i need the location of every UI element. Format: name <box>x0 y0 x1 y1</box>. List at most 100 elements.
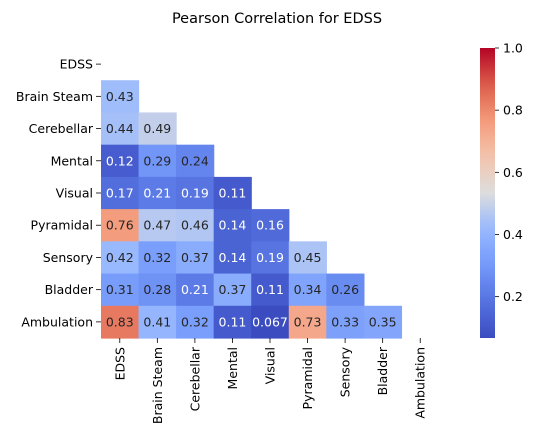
heatmap-cell <box>138 176 177 210</box>
heatmap-cell <box>176 305 215 339</box>
cell-value-label: 0.44 <box>106 121 134 136</box>
heatmap-cell <box>326 273 365 307</box>
cell-value-label: 0.21 <box>143 186 171 201</box>
x-tick-label: Mental <box>225 347 240 389</box>
cell-value-label: 0.34 <box>294 282 322 297</box>
heatmap-cell <box>288 273 327 307</box>
heatmap-cell <box>101 176 140 210</box>
heatmap-cell <box>213 176 252 210</box>
heatmap-cell <box>138 241 177 275</box>
y-tick-label: EDSS <box>60 57 93 72</box>
x-tick-label: Bladder <box>375 346 390 395</box>
cell-value-label: 0.76 <box>106 218 134 233</box>
cell-value-label: 0.31 <box>106 282 134 297</box>
y-tick-label: Bladder <box>45 282 94 297</box>
cell-value-label: 0.83 <box>106 314 134 329</box>
y-tick-label: Visual <box>56 186 93 201</box>
cell-value-label: 0.19 <box>256 250 284 265</box>
heatmap-cell <box>288 241 327 275</box>
heatmap-cell <box>213 241 252 275</box>
x-tick-label: Visual <box>263 347 278 384</box>
heatmap-cell <box>251 273 290 307</box>
heatmap-cell <box>176 144 215 178</box>
heatmap-cell <box>101 241 140 275</box>
y-tick-label: Cerebellar <box>29 121 94 136</box>
x-tick-label: Sensory <box>338 346 353 397</box>
cell-value-label: 0.29 <box>143 153 171 168</box>
y-tick-label: Brain Steam <box>16 89 93 104</box>
cell-value-label: 0.73 <box>294 314 322 329</box>
heatmap-cell <box>138 144 177 178</box>
heatmap-cell <box>176 273 215 307</box>
colorbar-tick-label: 0.8 <box>503 103 523 118</box>
heatmap-cell <box>138 112 177 146</box>
colorbar: 0.2 0.4 0.6 0.8 1.0 <box>480 41 523 338</box>
heatmap-cell <box>101 209 140 242</box>
heatmap-cell <box>213 305 252 339</box>
heatmap-cell <box>101 80 140 114</box>
x-tick-label: Pyramidal <box>300 347 315 409</box>
cell-value-label: 0.49 <box>143 121 171 136</box>
chart-title: Pearson Correlation for EDSS <box>172 11 382 27</box>
cell-value-label: 0.26 <box>331 282 359 297</box>
y-axis-tick-labels: EDSS Brain Steam Cerebellar Mental Visual Pyr… <box>16 57 101 329</box>
cell-value-label: 0.11 <box>219 314 247 329</box>
y-tick-label: Pyramidal <box>31 218 93 233</box>
heatmap-cell <box>138 273 177 307</box>
heatmap-cell <box>138 209 177 242</box>
cell-value-label: 0.45 <box>294 250 322 265</box>
heatmap-cells: 0.43 0.44 0.49 0.12 0.29 0.24 0.17 0.21 0.19 0.11… <box>101 80 403 339</box>
x-tick-label: Ambulation <box>413 347 428 419</box>
heatmap-cell <box>176 176 215 210</box>
heatmap-cell <box>101 305 140 339</box>
y-tick-label: Ambulation <box>21 314 93 329</box>
y-tick-label: Sensory <box>43 250 94 265</box>
heatmap-cell <box>138 305 177 339</box>
cell-value-label: 0.43 <box>106 89 134 104</box>
cell-value-label: 0.35 <box>369 314 397 329</box>
x-axis-tick-labels: EDSS Brain Steam Cerebellar Mental Visual Pyr… <box>112 338 428 424</box>
colorbar-tick-label: 1.0 <box>503 41 523 56</box>
cell-value-label: 0.14 <box>219 250 247 265</box>
heatmap-cell <box>251 305 290 339</box>
cell-value-label: 0.46 <box>181 218 209 233</box>
cell-value-label: 0.32 <box>143 250 171 265</box>
cell-value-label: 0.12 <box>106 153 134 168</box>
heatmap-cell <box>326 305 365 339</box>
cell-value-label: 0.16 <box>256 218 284 233</box>
heatmap-cell <box>251 241 290 275</box>
cell-value-label: 0.11 <box>219 186 247 201</box>
colorbar-tick-label: 0.2 <box>503 289 523 304</box>
x-tick-label: Cerebellar <box>187 346 202 411</box>
heatmap-cell <box>101 144 140 178</box>
heatmap-cell <box>251 209 290 242</box>
heatmap-cell <box>213 273 252 307</box>
cell-value-label: 0.32 <box>181 314 209 329</box>
cell-value-label: 0.37 <box>219 282 247 297</box>
cell-value-label: 0.33 <box>331 314 359 329</box>
cell-value-label: 0.42 <box>106 250 134 265</box>
cell-value-label: 0.067 <box>252 314 288 329</box>
heatmap-cell <box>363 305 403 339</box>
cell-value-label: 0.14 <box>219 218 247 233</box>
cell-value-label: 0.19 <box>181 186 209 201</box>
colorbar-tick-label: 0.6 <box>503 165 523 180</box>
cell-value-label: 0.17 <box>106 186 134 201</box>
cell-value-label: 0.28 <box>143 282 171 297</box>
cell-value-label: 0.24 <box>181 153 209 168</box>
x-tick-label: EDSS <box>112 347 127 380</box>
y-tick-label: Mental <box>51 153 93 168</box>
cell-value-label: 0.21 <box>181 282 209 297</box>
heatmap-cell <box>101 273 140 307</box>
x-tick-label: Brain Steam <box>150 347 165 424</box>
heatmap-cell <box>176 241 215 275</box>
heatmap-cell <box>288 305 327 339</box>
heatmap-cell <box>213 209 252 242</box>
colorbar-gradient <box>480 48 495 338</box>
cell-value-label: 0.11 <box>256 282 284 297</box>
cell-value-label: 0.47 <box>143 218 171 233</box>
heatmap-cell <box>101 112 140 146</box>
heatmap-cell <box>176 209 215 242</box>
colorbar-tick-label: 0.4 <box>503 227 523 242</box>
